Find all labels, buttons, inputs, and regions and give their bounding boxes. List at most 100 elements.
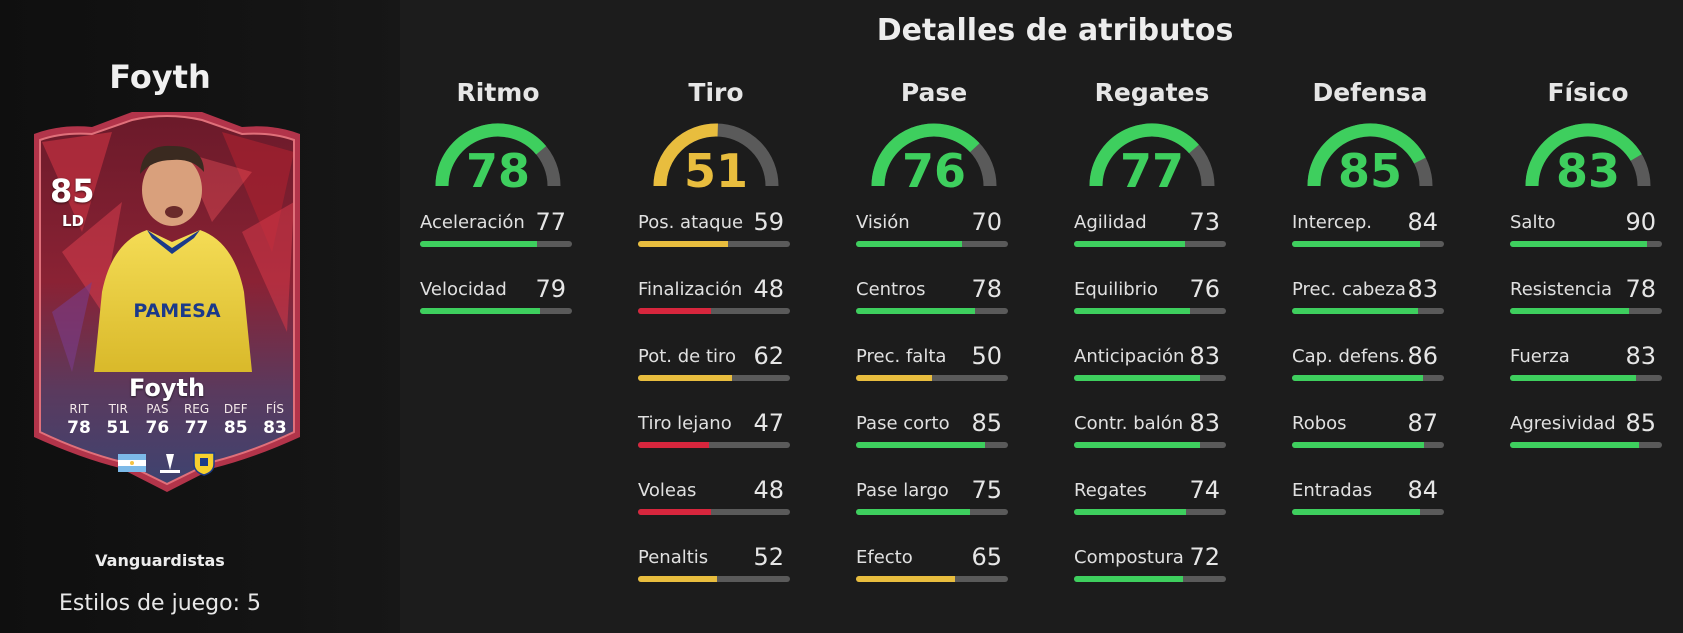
attribute-value: 85 — [1625, 409, 1656, 437]
attribute-bar-fill — [1074, 576, 1184, 582]
attribute-bar-fill — [638, 576, 718, 582]
attribute-value: 76 — [1189, 275, 1220, 303]
attribute-value: 83 — [1189, 409, 1220, 437]
attribute-label: Finalización — [638, 279, 743, 300]
attribute-bar-fill — [638, 241, 728, 247]
attribute-bar-fill — [638, 509, 711, 515]
attribute-bar-fill — [1074, 308, 1190, 314]
attribute-label: Contr. balón — [1074, 413, 1184, 434]
attribute-bar-fill — [1292, 375, 1423, 381]
card-stat-pas: PAS 76 — [140, 402, 174, 438]
card-stat-value: 83 — [263, 418, 287, 438]
attribute-value: 50 — [971, 342, 1002, 370]
attribute-row: Agilidad 73 — [1072, 208, 1232, 275]
attribute-label: Anticipación — [1074, 346, 1185, 367]
attribute-bar — [638, 241, 790, 247]
card-stat-value: 51 — [106, 418, 131, 438]
attribute-value: 78 — [1625, 275, 1656, 303]
gauge-arc — [1525, 123, 1651, 187]
attribute-bar — [1074, 308, 1226, 314]
attribute-bar-fill — [420, 241, 538, 247]
attribute-label: Entradas — [1292, 480, 1373, 501]
gauge-fill — [1307, 123, 1426, 187]
attribute-bar — [1074, 241, 1226, 247]
card-stat-label: RIT — [69, 402, 89, 416]
card-stat-fís: FÍS 83 — [258, 402, 292, 438]
category-pase: Pase 76 Visión 70 Centros 78 Prec. falta 50 Pase… — [854, 78, 1014, 610]
attribute-value: 83 — [1189, 342, 1220, 370]
category-gauge: 76 — [854, 116, 1014, 196]
attribute-label: Pase largo — [856, 480, 949, 501]
attribute-label: Fuerza — [1510, 346, 1570, 367]
gauge-arc — [435, 123, 561, 187]
attribute-row: Resistencia 78 — [1508, 275, 1668, 342]
attribute-bar — [638, 509, 790, 515]
category-title: Defensa — [1312, 78, 1428, 107]
attribute-row: Voleas 48 — [636, 476, 796, 543]
argentina-flag-icon — [118, 454, 146, 472]
attribute-row: Tiro lejano 47 — [636, 409, 796, 476]
category-value: 85 — [1337, 144, 1402, 198]
category-gauge: 85 — [1290, 116, 1450, 196]
club-crest-icon — [193, 452, 215, 476]
attribute-bar — [1074, 576, 1226, 582]
attribute-label: Pase corto — [856, 413, 950, 434]
attribute-value: 65 — [971, 543, 1002, 571]
card-position: LD — [62, 212, 85, 230]
attribute-bar — [638, 442, 790, 448]
category-title: Tiro — [688, 78, 744, 107]
attribute-bar — [856, 308, 1008, 314]
attribute-bar-fill — [638, 375, 733, 381]
attribute-row: Equilibrio 76 — [1072, 275, 1232, 342]
card-stats: RIT 78 TIR 51 PAS 76 REG 77 DEF 85 FÍS 83 — [62, 402, 292, 438]
card-artwork — [34, 112, 300, 492]
attribute-bar — [638, 375, 790, 381]
attribute-bar-fill — [1510, 308, 1629, 314]
attribute-list: Pos. ataque 59 Finalización 48 Pot. de tiro 6… — [636, 208, 796, 610]
attribute-row: Velocidad 79 — [418, 275, 578, 342]
attribute-row: Centros 78 — [854, 275, 1014, 342]
category-value: 77 — [1119, 144, 1184, 198]
attribute-bar-fill — [1510, 442, 1640, 448]
card-stat-value: 77 — [184, 418, 209, 438]
card-rating: 85 — [50, 172, 95, 210]
attribute-bar-fill — [420, 308, 541, 314]
attribute-row: Regates 74 — [1072, 476, 1232, 543]
attribute-label: Efecto — [856, 547, 913, 568]
card-stat-rit: RIT 78 — [62, 402, 96, 438]
category-ritmo: Ritmo 78 Aceleración 77 Velocidad 79 — [418, 78, 578, 342]
attribute-bar-fill — [856, 308, 975, 314]
category-value: 78 — [465, 144, 530, 198]
attribute-row: Cap. defens. 86 — [1290, 342, 1450, 409]
attribute-bar-fill — [1292, 241, 1420, 247]
attribute-value: 79 — [535, 275, 566, 303]
attribute-bar — [420, 308, 572, 314]
attribute-row: Visión 70 — [854, 208, 1014, 275]
attribute-details-title: Detalles de atributos — [876, 13, 1234, 48]
attribute-row: Penaltis 52 — [636, 543, 796, 610]
card-stat-def: DEF 85 — [219, 402, 253, 438]
card-stat-value: 78 — [67, 418, 91, 438]
attribute-row: Fuerza 83 — [1508, 342, 1668, 409]
attribute-row: Contr. balón 83 — [1072, 409, 1232, 476]
attribute-value: 72 — [1189, 543, 1220, 571]
attribute-label: Compostura — [1074, 547, 1184, 568]
attribute-value: 75 — [971, 476, 1002, 504]
attribute-bar-fill — [856, 442, 986, 448]
attribute-row: Pase largo 75 — [854, 476, 1014, 543]
attribute-bar — [856, 576, 1008, 582]
player-card[interactable]: 85 LD PAMESA Foyth RIT 78 TIR 51 PAS 76 REG 77 D… — [22, 112, 312, 492]
category-gauge: 78 — [418, 116, 578, 196]
attribute-bar-fill — [1292, 442, 1425, 448]
card-stat-label: DEF — [223, 402, 248, 416]
attribute-bar — [1074, 375, 1226, 381]
attribute-label: Cap. defens. — [1292, 346, 1405, 367]
attribute-row: Pot. de tiro 62 — [636, 342, 796, 409]
attribute-value: 52 — [753, 543, 784, 571]
attribute-label: Velocidad — [420, 279, 507, 300]
attribute-value: 74 — [1189, 476, 1220, 504]
attribute-list: Agilidad 73 Equilibrio 76 Anticipación 83 Cont… — [1072, 208, 1232, 610]
attribute-label: Penaltis — [638, 547, 709, 568]
attribute-bar — [1292, 442, 1444, 448]
attribute-value: 90 — [1625, 208, 1656, 236]
